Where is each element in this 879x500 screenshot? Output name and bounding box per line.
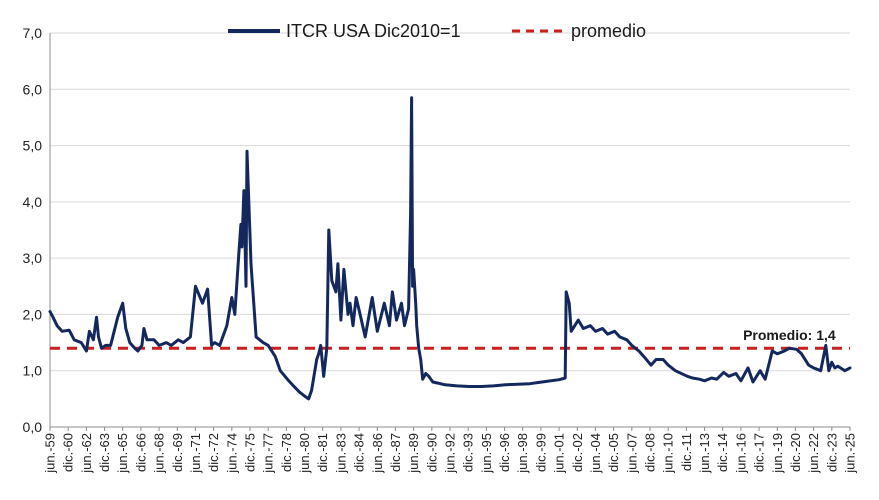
- x-tick-label: dic.-66: [133, 433, 148, 472]
- x-tick-label: jun.-07: [624, 433, 639, 474]
- x-tick-label: dic.-78: [279, 433, 294, 472]
- legend-label-itcr: ITCR USA Dic2010=1: [286, 21, 461, 41]
- x-tick-label: dic.-81: [315, 433, 330, 472]
- x-tick-label: dic.-87: [388, 433, 403, 472]
- x-tick-label: dic.-99: [533, 433, 548, 472]
- x-tick-label: dic.-17: [752, 433, 767, 472]
- x-tick-label: dic.-11: [679, 433, 694, 471]
- series-line-itcr: [48, 96, 852, 401]
- x-tick-label: jun.-10: [661, 433, 676, 474]
- x-tick-label: jun.-95: [479, 433, 494, 474]
- legend: ITCR USA Dic2010=1 promedio: [228, 21, 646, 41]
- x-tick-label: jun.-68: [152, 433, 167, 474]
- x-tick-label: dic.-63: [97, 433, 112, 472]
- x-tick-label: jun.-98: [515, 433, 530, 474]
- x-tick-label: dic.-60: [61, 433, 76, 472]
- series-layer: [48, 96, 852, 401]
- y-tick-label: 4,0: [23, 194, 43, 210]
- x-tick-label: dic.-02: [570, 433, 585, 472]
- x-tick-label: jun.-80: [297, 433, 312, 474]
- x-tick-label: dic.-84: [352, 433, 367, 472]
- y-tick-label: 6,0: [23, 81, 43, 97]
- x-tick-label: jun.-65: [115, 433, 130, 474]
- x-tick-labels: jun.-59 dic.-60 jun.-62 dic.-63 jun.-65 dic.-…: [43, 427, 858, 474]
- x-tick-label: jun.-74: [224, 433, 239, 474]
- x-tick-label: dic.-23: [824, 433, 839, 472]
- y-tick-label: 1,0: [23, 363, 43, 379]
- y-tick-label: 5,0: [23, 138, 43, 154]
- plot-area: [50, 33, 850, 427]
- x-tick-label: dic.-75: [243, 433, 258, 472]
- x-tick-label: dic.-20: [788, 433, 803, 472]
- x-tick-label: jun.-59: [43, 433, 58, 474]
- x-tick-label: jun.-19: [770, 433, 785, 474]
- y-tick-label: 2,0: [23, 306, 43, 322]
- x-tick-label: jun.-92: [443, 433, 458, 474]
- x-tick-label: jun.-13: [697, 433, 712, 474]
- annotation-promedio: Promedio: 1,4: [743, 327, 836, 343]
- legend-label-promedio: promedio: [571, 21, 646, 41]
- x-tick-label: dic.-08: [643, 433, 658, 472]
- x-tick-label: jun.-16: [733, 433, 748, 474]
- x-tick-label: dic.-14: [715, 433, 730, 472]
- y-tick-label: 7,0: [23, 25, 43, 41]
- x-tick-label: jun.-83: [333, 433, 348, 474]
- x-tick-label: jun.-86: [370, 433, 385, 474]
- x-tick-label: dic.-69: [170, 433, 185, 472]
- x-tick-label: jun.-01: [552, 433, 567, 474]
- x-tick-label: dic.-96: [497, 433, 512, 472]
- x-tick-label: jun.-04: [588, 433, 603, 474]
- x-tick-label: jun.-71: [188, 433, 203, 474]
- x-tick-label: dic.-90: [424, 433, 439, 472]
- x-tick-label: dic.-72: [206, 433, 221, 472]
- x-tick-label: jun.-25: [843, 433, 858, 474]
- horizontal-gridlines: [50, 32, 850, 372]
- y-tick-labels: 0,0 1,0 2,0 3,0 4,0 5,0 6,0 7,0: [23, 25, 43, 435]
- y-tick-label: 3,0: [23, 250, 43, 266]
- y-tick-label: 0,0: [23, 419, 43, 435]
- x-tick-label: jun.-89: [406, 433, 421, 474]
- x-tick-label: dic.-05: [606, 433, 621, 472]
- x-tick-label: dic.-93: [461, 433, 476, 472]
- x-tick-label: jun.-77: [261, 433, 276, 474]
- annotations-layer: Promedio: 1,4: [743, 327, 836, 343]
- x-tick-label: jun.-22: [806, 433, 821, 474]
- x-tick-label: jun.-62: [79, 433, 94, 474]
